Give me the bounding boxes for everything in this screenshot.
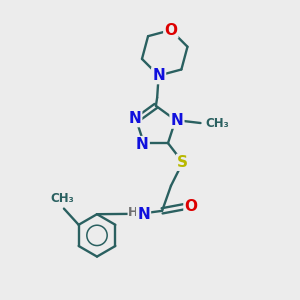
Text: S: S bbox=[177, 155, 188, 170]
Text: N: N bbox=[136, 137, 149, 152]
Text: N: N bbox=[171, 112, 183, 128]
Text: N: N bbox=[128, 111, 141, 126]
Text: N: N bbox=[152, 68, 165, 83]
Text: CH₃: CH₃ bbox=[51, 192, 74, 205]
Text: H: H bbox=[128, 206, 139, 219]
Text: O: O bbox=[184, 199, 197, 214]
Text: CH₃: CH₃ bbox=[206, 116, 230, 130]
Text: N: N bbox=[137, 207, 150, 222]
Text: O: O bbox=[164, 22, 177, 38]
